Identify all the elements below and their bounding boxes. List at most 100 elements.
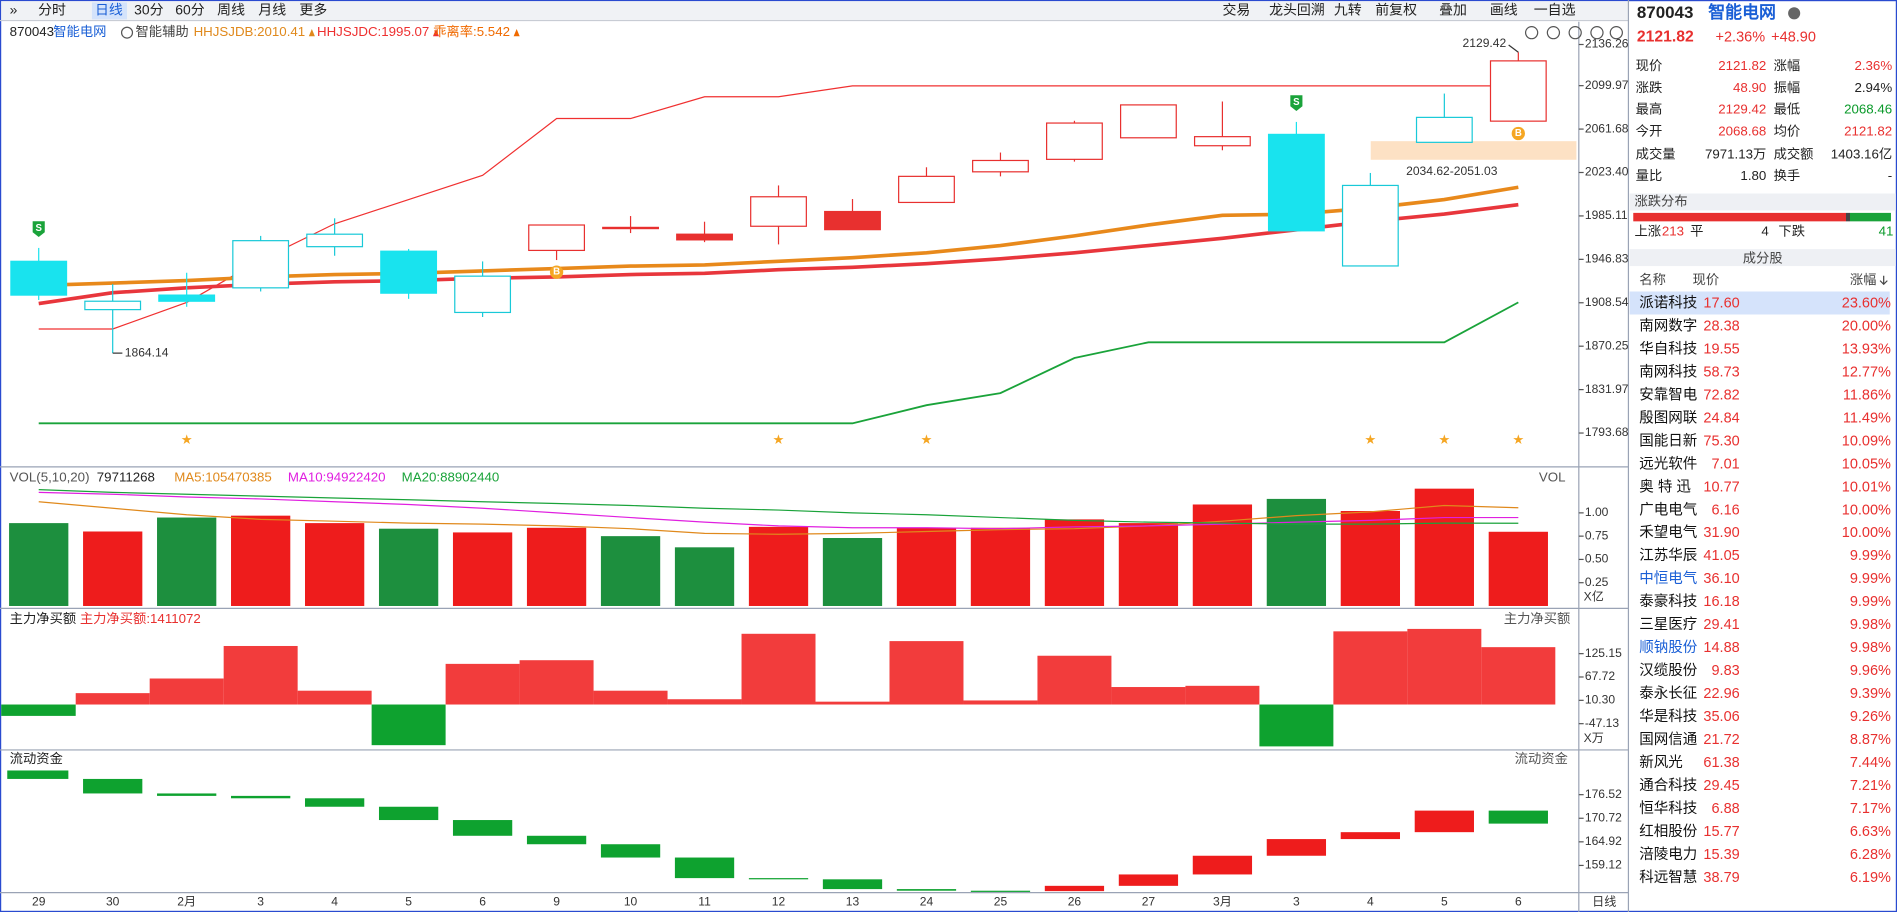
zone-label: 2034.62-2051.03 [1406, 164, 1498, 178]
table-header[interactable]: 现价 [1693, 272, 1720, 287]
stock-name[interactable]: 汉缆股份 [1639, 662, 1698, 679]
y-tick-label: 0.25 [1585, 575, 1609, 589]
candle-body [602, 226, 659, 230]
stock-name[interactable]: 国能日新 [1639, 432, 1697, 449]
volume-bar [83, 531, 143, 606]
toolbar-button[interactable]: 龙头回溯 [1269, 2, 1325, 18]
section-title: 涨跌分布 [1634, 194, 1687, 209]
x-tick-label: 5 [405, 895, 412, 909]
stock-name[interactable]: 恒华科技 [1639, 800, 1697, 817]
candle-body [158, 294, 216, 302]
quote-label: 成交额 [1774, 145, 1814, 161]
ma-label: MA20:88902440 [402, 469, 500, 484]
toolbar-button[interactable]: 月线 [258, 2, 286, 18]
stock-name[interactable]: 通合科技 [1639, 777, 1697, 794]
stock-name[interactable]: 殷图网联 [1639, 409, 1697, 426]
y-tick-label: 10.30 [1585, 693, 1616, 707]
dist-up-bar [1633, 212, 1847, 222]
stock-name[interactable]: 南网科技 [1639, 363, 1697, 380]
net-buy-bar [1111, 687, 1186, 705]
quote-label: 最高 [1636, 101, 1663, 117]
stock-name[interactable]: 派诺科技 [1639, 294, 1697, 311]
toolbar-button[interactable]: 更多 [299, 2, 327, 18]
stock-name[interactable]: 安靠智电 [1639, 386, 1697, 403]
stock-price: 10.77 [1703, 479, 1739, 495]
liquidity-bar [896, 889, 957, 891]
dist-label: 平 [1690, 224, 1703, 239]
stock-name[interactable]: 泰永长征 [1639, 685, 1697, 702]
stock-name[interactable]: 华自科技 [1639, 340, 1697, 357]
stock-name[interactable]: 红相股份 [1639, 823, 1698, 840]
quote-value: 2068.46 [1844, 102, 1892, 117]
toolbar-button[interactable]: 60分 [175, 2, 204, 18]
up-arrow [513, 29, 520, 37]
assist-label[interactable]: 智能辅助 [136, 24, 189, 39]
info-icon[interactable] [1788, 7, 1801, 20]
stock-name[interactable]: 华是科技 [1639, 708, 1697, 725]
liquidity-bar [970, 890, 1031, 892]
quote-code: 870043 [1637, 3, 1693, 22]
liquidity-bar [526, 835, 587, 845]
toolbar-button[interactable]: 一自选 [1534, 2, 1576, 18]
stock-name[interactable]: 奥 特 迅 [1639, 478, 1691, 495]
tool-icon[interactable] [1590, 26, 1604, 40]
tool-icon[interactable] [1609, 26, 1623, 40]
dist-value: 41 [1879, 224, 1894, 239]
volume-bar [674, 547, 735, 606]
x-tick-label: 26 [1068, 895, 1082, 909]
star: ★ [1438, 432, 1450, 447]
stock-name[interactable]: 禾望电气 [1639, 524, 1697, 541]
tool-icon[interactable] [1546, 26, 1561, 40]
y-tick-label: 2023.40 [1585, 165, 1629, 179]
toolbar-button[interactable]: 前复权 [1375, 2, 1417, 18]
candle-body [676, 233, 733, 241]
y-tick-label: 1946.83 [1585, 252, 1629, 266]
table-header[interactable]: 涨幅 [1850, 272, 1877, 287]
toolbar-button[interactable]: 九转 [1334, 2, 1362, 18]
tool-icon[interactable] [1524, 26, 1539, 40]
stock-name[interactable]: 江苏华辰 [1639, 547, 1697, 564]
panel-value: 主力净买额:1411072 [80, 611, 201, 626]
toolbar-button[interactable]: 交易 [1223, 2, 1251, 18]
y-tick-label: 2061.68 [1585, 121, 1629, 135]
quote-value: 48.90 [1733, 80, 1766, 95]
stock-change: 9.98% [1850, 640, 1891, 656]
stock-name[interactable]: 远光软件 [1639, 455, 1697, 472]
stock-name[interactable]: 泰豪科技 [1639, 593, 1697, 610]
stock-name[interactable]: 三星医疗 [1639, 616, 1697, 633]
toolbar-button[interactable]: 分时 [38, 2, 66, 18]
candle-body [454, 275, 512, 314]
net-buy-bar [1037, 655, 1112, 705]
stock-name[interactable]: 涪陵电力 [1639, 846, 1697, 863]
quote-change: +48.90 [1771, 29, 1816, 45]
net-buy-bar [223, 645, 298, 705]
toolbar-button[interactable]: 周线 [217, 2, 245, 18]
quote-label: 今开 [1636, 123, 1663, 138]
liquidity-bar [1340, 832, 1401, 840]
stock-name[interactable]: 顺钠股份 [1639, 639, 1698, 656]
stock-name[interactable]: 中恒电气 [1639, 570, 1697, 587]
period-label[interactable]: 日线 [1592, 895, 1616, 909]
section-title: 成分股 [1743, 250, 1783, 265]
y-tick-label: 0.75 [1585, 528, 1609, 542]
toolbar-button[interactable]: 叠加 [1439, 2, 1467, 18]
stock-name[interactable]: 科远智慧 [1639, 869, 1697, 886]
stock-price: 6.16 [1711, 502, 1739, 518]
stock-name[interactable]: 国网信通 [1639, 731, 1698, 748]
stock-name[interactable]: 南网数字 [1639, 317, 1697, 334]
net-buy-bar [815, 701, 890, 705]
assist-icon[interactable] [120, 26, 134, 39]
toolbar-button[interactable]: 30分 [134, 2, 163, 18]
stock-name[interactable]: 广电电气 [1639, 501, 1697, 518]
y-tick-label: 176.52 [1585, 787, 1622, 801]
toolbar-button[interactable]: 画线 [1490, 2, 1518, 18]
stock-name[interactable]: 新风光 [1639, 754, 1683, 771]
collapse-icon[interactable]: » [10, 2, 18, 18]
indicator-line [38, 301, 1519, 425]
panel-right-title: VOL [1539, 469, 1566, 484]
candle-body [10, 260, 68, 296]
toolbar-button[interactable]: 日线 [95, 2, 123, 18]
quote-change-pct: +2.36% [1716, 29, 1766, 45]
stock-price: 29.41 [1703, 617, 1739, 633]
tool-icon[interactable] [1568, 26, 1582, 40]
